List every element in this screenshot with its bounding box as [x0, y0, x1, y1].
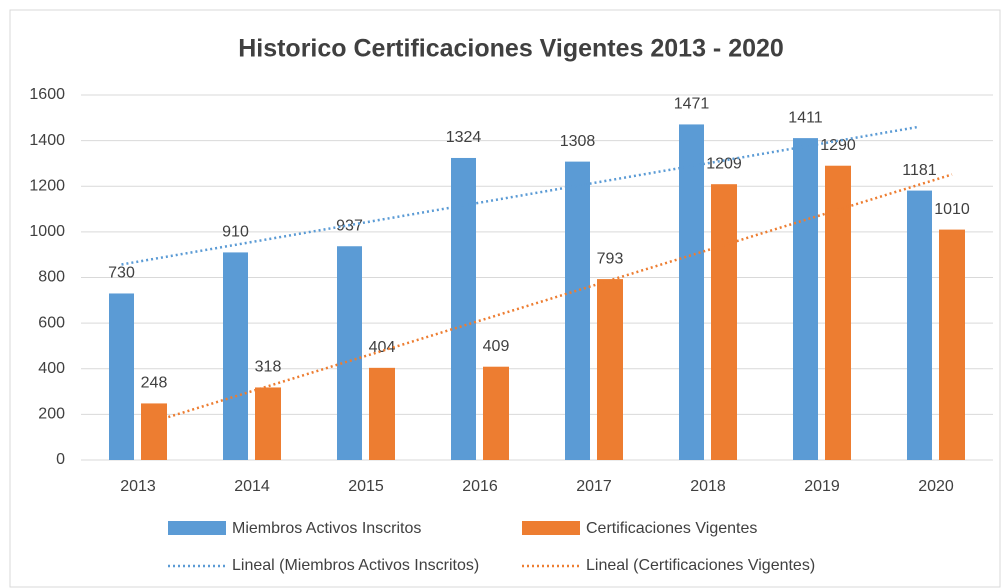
y-tick-label: 800 — [38, 269, 65, 286]
data-label: 318 — [255, 359, 282, 376]
x-tick-label: 2018 — [690, 478, 726, 495]
data-label: 1209 — [706, 155, 742, 172]
y-tick-label: 600 — [38, 314, 65, 331]
data-label: 793 — [597, 250, 624, 267]
x-tick-label: 2019 — [804, 478, 840, 495]
data-label: 1290 — [820, 137, 856, 154]
bar — [109, 293, 134, 460]
y-tick-label: 1000 — [29, 223, 65, 240]
y-tick-label: 200 — [38, 406, 65, 423]
chart-title: Historico Certificaciones Vigentes 2013 … — [238, 35, 784, 63]
y-tick-label: 1200 — [29, 177, 65, 194]
x-tick-label: 2017 — [576, 478, 612, 495]
data-label: 1308 — [560, 133, 596, 150]
legend-swatch — [522, 521, 580, 535]
data-label: 1324 — [446, 129, 482, 146]
data-label: 1411 — [788, 109, 823, 126]
bar — [679, 124, 704, 460]
x-tick-label: 2015 — [348, 478, 384, 495]
bar — [907, 190, 932, 460]
bar — [141, 403, 167, 460]
data-label: 1010 — [934, 201, 970, 218]
bar — [939, 229, 965, 460]
bar — [565, 161, 590, 461]
bar — [825, 165, 851, 460]
legend-label: Lineal (Certificaciones Vigentes) — [586, 557, 815, 574]
bar — [451, 157, 476, 460]
data-label: 409 — [483, 338, 510, 355]
y-tick-label: 400 — [38, 360, 65, 377]
bar — [597, 279, 623, 460]
x-tick-label: 2013 — [120, 478, 156, 495]
data-label: 248 — [141, 375, 168, 392]
data-label: 1471 — [674, 96, 710, 113]
data-label: 730 — [108, 265, 135, 282]
data-label: 404 — [369, 339, 396, 356]
data-label: 910 — [222, 224, 249, 241]
y-tick-label: 1400 — [29, 132, 65, 149]
legend-label: Certificaciones Vigentes — [586, 520, 757, 537]
bar — [223, 252, 248, 460]
bar — [337, 246, 362, 460]
bar — [793, 138, 818, 460]
legend-label: Lineal (Miembros Activos Inscritos) — [232, 557, 479, 574]
x-tick-label: 2014 — [234, 478, 270, 495]
x-tick-label: 2020 — [918, 478, 954, 495]
legend-swatch — [168, 521, 226, 535]
bar — [369, 367, 395, 460]
trendline — [153, 173, 953, 423]
legend-label: Miembros Activos Inscritos — [232, 520, 421, 537]
data-label: 1181 — [902, 162, 937, 179]
chart-frame — [9, 9, 1001, 588]
bar — [711, 184, 737, 460]
y-tick-label: 0 — [56, 451, 65, 468]
x-tick-label: 2016 — [462, 478, 498, 495]
bar — [483, 366, 509, 460]
y-tick-label: 1600 — [29, 86, 65, 103]
bar — [255, 387, 281, 460]
